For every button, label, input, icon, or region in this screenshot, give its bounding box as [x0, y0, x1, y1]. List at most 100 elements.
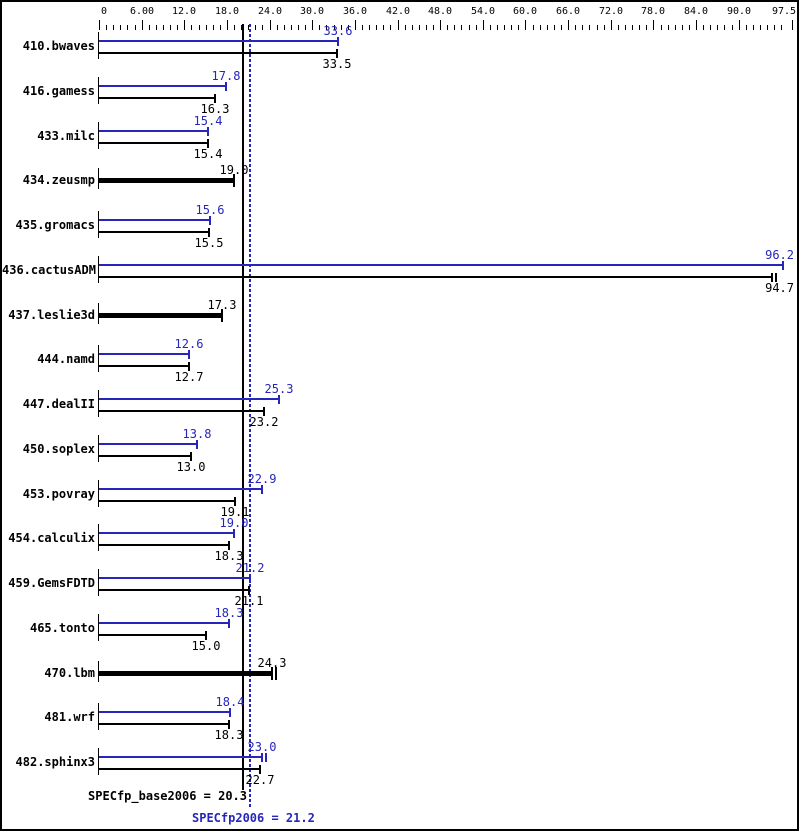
axis-tick-minor: [113, 25, 114, 30]
specfp-base-mean-label: SPECfp_base2006 = 20.3: [88, 789, 247, 803]
peak-end-tick: [209, 216, 211, 225]
peak-end-tick: [249, 574, 251, 583]
benchmark-label: 447.dealII: [22, 397, 95, 411]
bar-value: 17.3: [207, 298, 237, 312]
peak-bar: [99, 398, 279, 400]
axis-tick-minor: [732, 25, 733, 30]
base-bar: [99, 723, 229, 725]
base-bar: [99, 455, 191, 457]
axis-tick-minor: [284, 25, 285, 30]
peak-bar: [99, 219, 210, 221]
peak-end-tick: [261, 753, 263, 762]
axis-tick-minor: [547, 25, 548, 30]
base-value: 15.5: [194, 236, 224, 250]
axis-tick-minor: [405, 25, 406, 30]
bar-value: 24.3: [257, 656, 287, 670]
peak-bar: [99, 622, 229, 624]
axis-tick-major: [611, 20, 612, 30]
peak-end-tick: [229, 708, 231, 717]
bar-value: 19.0: [219, 163, 249, 177]
benchmark-label: 433.milc: [37, 129, 95, 143]
row-baseline: [98, 748, 99, 775]
axis-tick-minor: [689, 25, 690, 30]
axis-tick-minor: [604, 25, 605, 30]
base-value: 12.7: [174, 370, 204, 384]
row-baseline: [98, 614, 99, 641]
axis-tick-major: [142, 20, 143, 30]
axis-tick-minor: [454, 25, 455, 30]
base-bar: [99, 500, 235, 502]
benchmark-label: 436.cactusADM: [2, 263, 96, 277]
row-baseline: [98, 480, 99, 507]
base-end-tick: [259, 765, 261, 774]
axis-tick-minor: [774, 25, 775, 30]
axis-tick-minor: [206, 25, 207, 30]
axis-tick-minor: [582, 25, 583, 30]
axis-tick-minor: [661, 25, 662, 30]
benchmark-label: 465.tonto: [29, 621, 95, 635]
peak-end-tick: [261, 485, 263, 494]
benchmark-label: 450.soplex: [22, 442, 95, 456]
peak-value: 15.6: [195, 203, 225, 217]
axis-tick-label: 66.0: [556, 6, 581, 17]
peak-value: 21.2: [235, 561, 265, 575]
axis-tick-minor: [248, 25, 249, 30]
base-value: 94.7: [765, 281, 794, 295]
peak-end-tick: [207, 127, 209, 136]
bar-end-tick: [275, 667, 277, 680]
base-peak-bar: [99, 178, 234, 183]
row-baseline: [98, 122, 99, 149]
peak-bar: [99, 577, 250, 579]
axis-tick-major: [792, 20, 793, 30]
base-end-tick: [234, 497, 236, 506]
axis-tick-minor: [469, 25, 470, 30]
axis-tick-minor: [646, 25, 647, 30]
axis-tick-minor: [461, 25, 462, 30]
base-end-tick: [228, 541, 230, 550]
base-value: 22.7: [245, 773, 275, 787]
axis-tick-minor: [625, 25, 626, 30]
axis-tick-label: 60.0: [513, 6, 538, 17]
benchmark-label: 444.namd: [37, 352, 95, 366]
axis-tick-minor: [376, 25, 377, 30]
base-bar: [99, 276, 772, 278]
peak-bar: [99, 488, 262, 490]
axis-tick-label: 18.0: [215, 6, 240, 17]
axis-tick-minor: [291, 25, 292, 30]
peak-end-tick: [188, 350, 190, 359]
base-bar: [99, 97, 215, 99]
axis-tick-minor: [511, 25, 512, 30]
axis-tick-minor: [724, 25, 725, 30]
base-bar: [99, 768, 260, 770]
peak-mean-line: [249, 24, 251, 809]
benchmark-label: 481.wrf: [44, 710, 95, 724]
axis-tick-minor: [668, 25, 669, 30]
axis-tick-minor: [575, 25, 576, 30]
axis-tick-major: [398, 20, 399, 30]
peak-end-tick: [196, 440, 198, 449]
base-value: 15.4: [193, 147, 223, 161]
peak-bar: [99, 85, 226, 87]
axis-tick-minor: [504, 25, 505, 30]
row-baseline: [98, 569, 99, 596]
axis-tick-minor: [490, 25, 491, 30]
row-baseline: [98, 303, 99, 324]
base-value: 13.0: [176, 460, 206, 474]
axis-tick-minor: [760, 25, 761, 30]
bar-end-tick: [221, 309, 223, 322]
axis-tick-minor: [618, 25, 619, 30]
axis-tick-minor: [305, 25, 306, 30]
axis-tick-minor: [412, 25, 413, 30]
axis-tick-minor: [433, 25, 434, 30]
axis-tick-minor: [106, 25, 107, 30]
base-peak-bar: [99, 313, 222, 318]
base-value: 23.2: [249, 415, 279, 429]
base-end-tick: [190, 452, 192, 461]
base-mean-line: [242, 24, 244, 790]
axis-tick-minor: [362, 25, 363, 30]
axis-tick-label: 12.0: [172, 6, 197, 17]
axis-tick-minor: [348, 25, 349, 30]
base-value: 18.3: [214, 728, 244, 742]
axis-tick-minor: [561, 25, 562, 30]
axis-tick-minor: [426, 25, 427, 30]
